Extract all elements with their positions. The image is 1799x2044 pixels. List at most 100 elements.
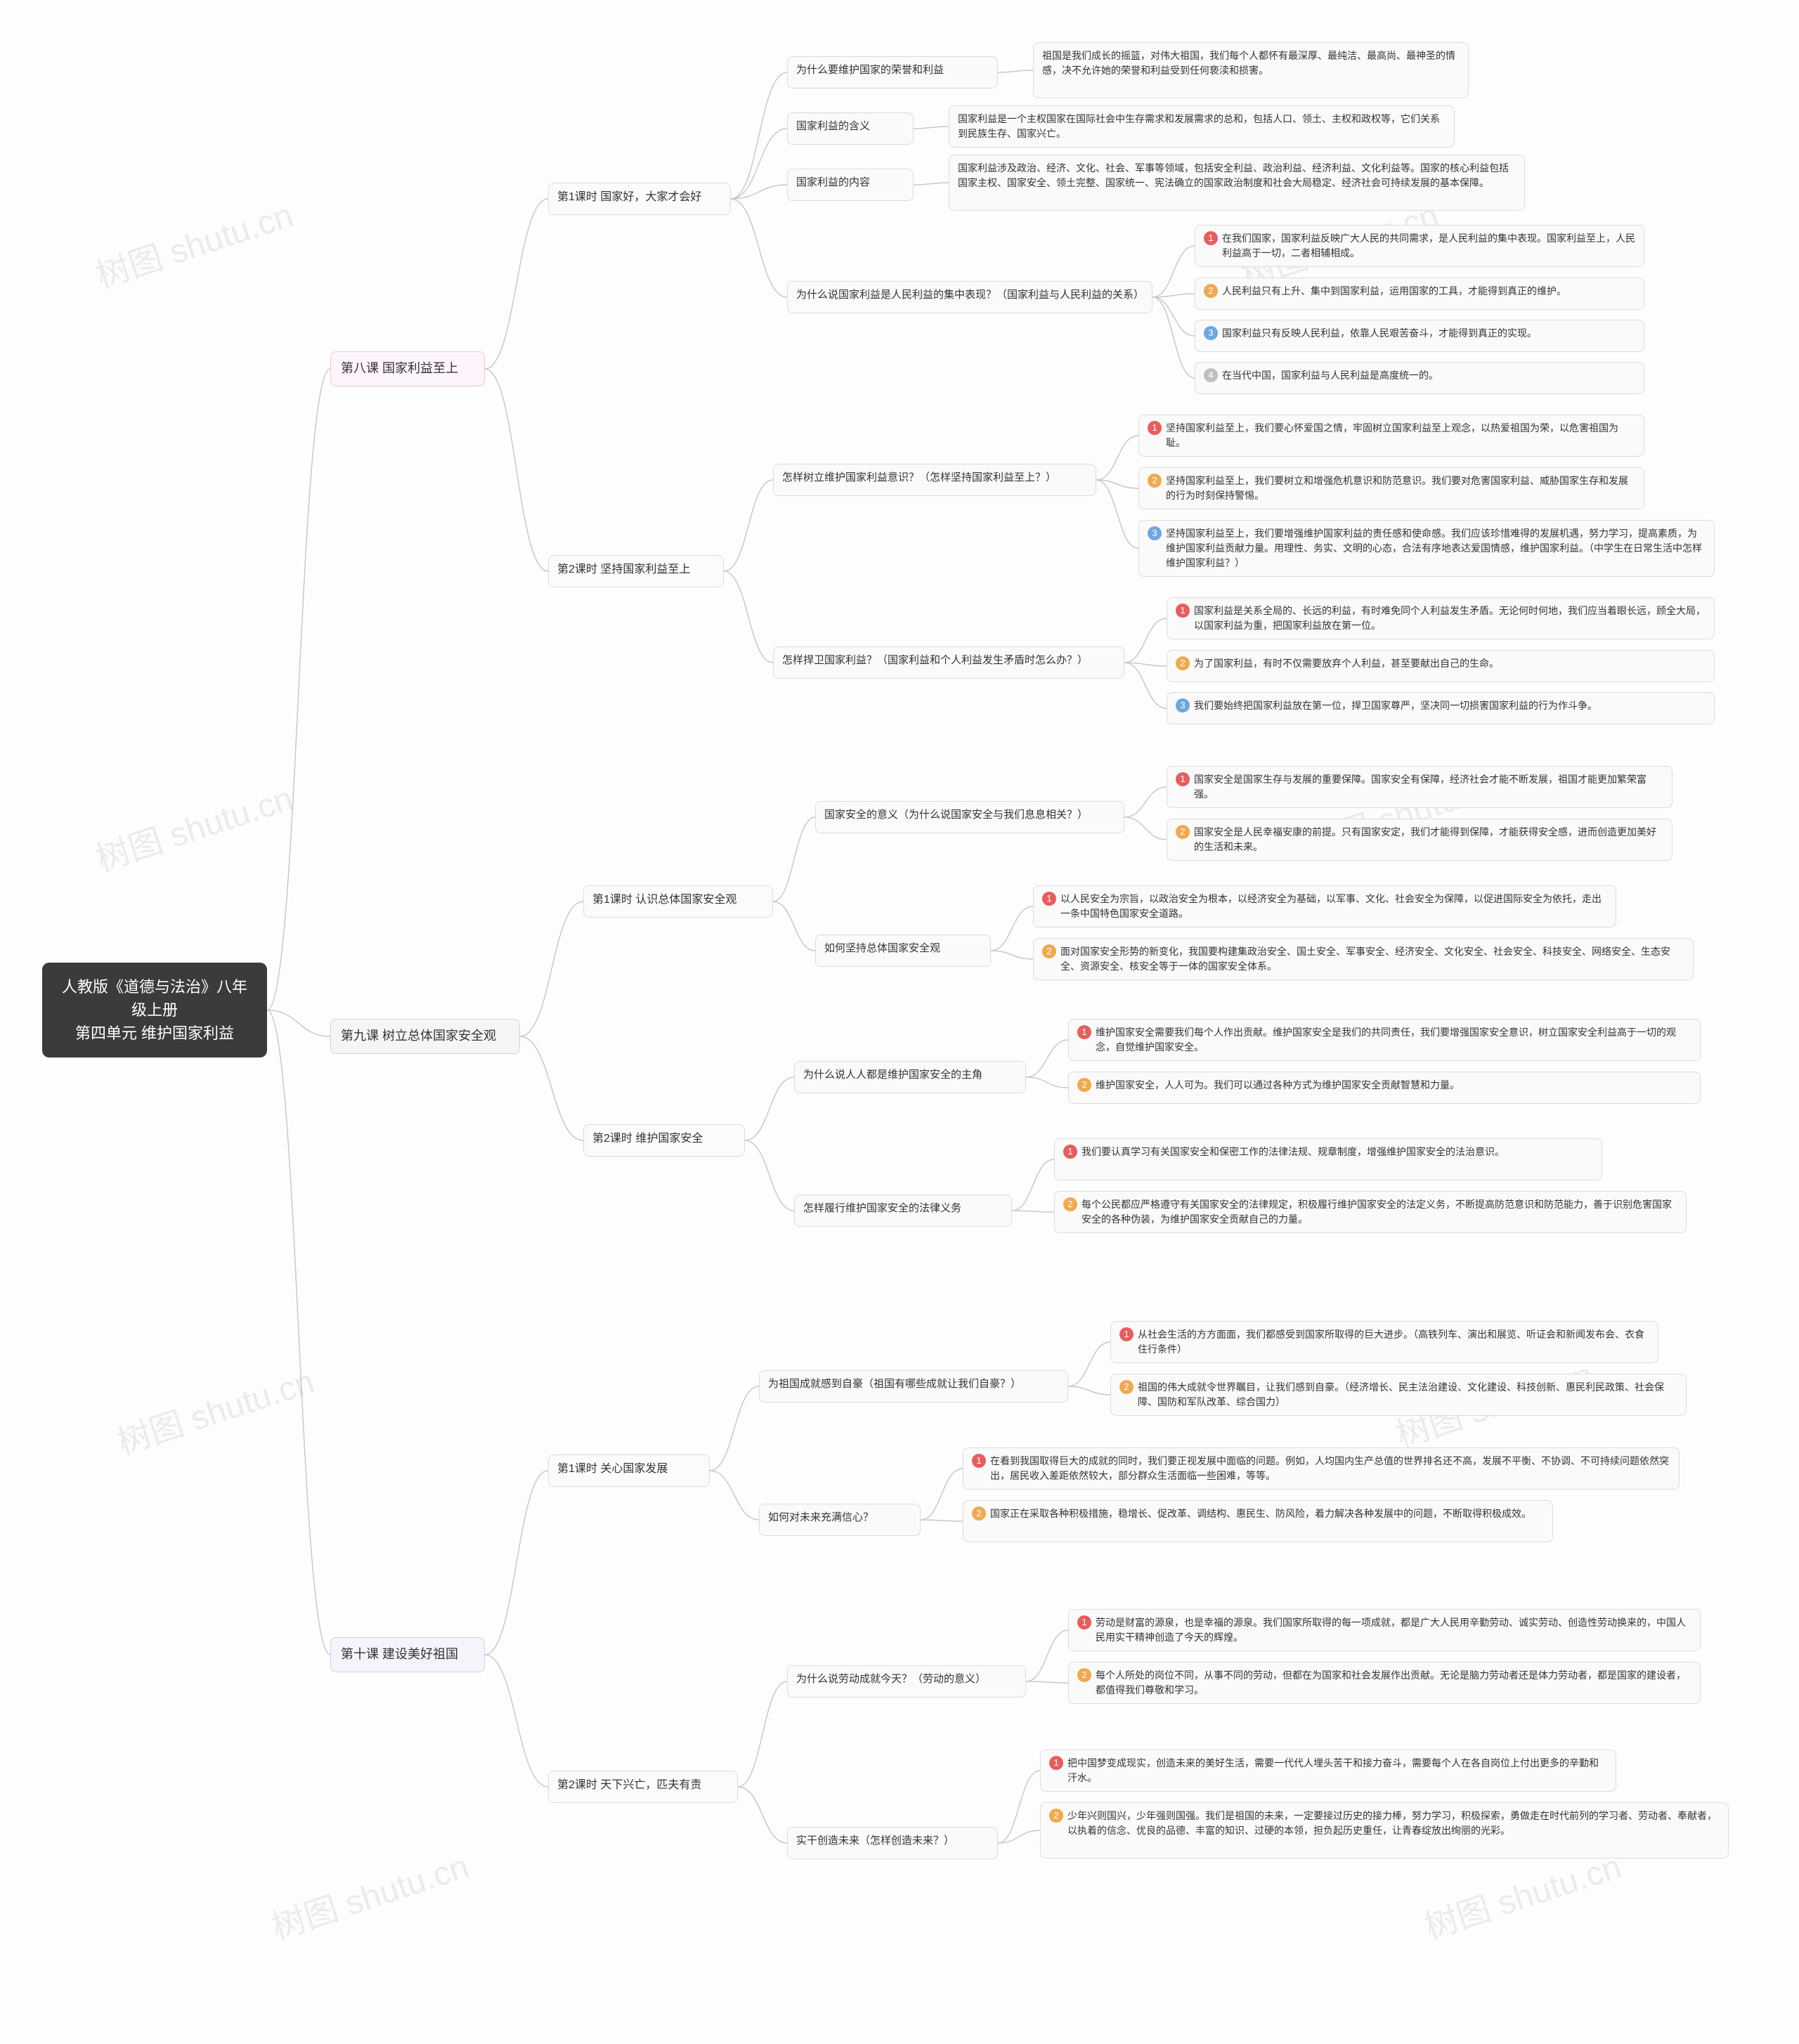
leaf-text: 坚持国家利益至上，我们要增强维护国家利益的责任感和使命感。我们应该珍惜难得的发展… (1166, 526, 1706, 571)
leaf-node: 1 坚持国家利益至上，我们要心怀爱国之情，牢固树立国家利益至上观念，以热爱祖国为荣… (1138, 415, 1644, 457)
topic-node: 国家安全的意义（为什么说国家安全与我们息息相关？） (815, 801, 1124, 833)
number-badge: 2 (1042, 944, 1056, 958)
topic-node: 为什么说劳动成就今天？（劳动的意义） (787, 1665, 1026, 1698)
leaf-node: 1 国家安全是国家生存与发展的重要保障。国家安全有保障，经济社会才能不断发展，祖国… (1167, 766, 1673, 808)
number-badge: 1 (1176, 604, 1190, 618)
leaf-node: 2 人民利益只有上升、集中到国家利益，运用国家的工具，才能得到真正的维护。 (1195, 278, 1644, 310)
number-badge: 4 (1204, 368, 1218, 382)
leaf-node: 1 以人民安全为宗旨，以政治安全为根本，以经济安全为基础，以军事、文化、社会安全为… (1033, 885, 1616, 927)
leaf-node: 1 在看到我国取得巨大的成就的同时，我们要正视发展中面临的问题。例如，人均国内生产… (963, 1447, 1680, 1490)
period-node: 第2课时 坚持国家利益至上 (548, 555, 724, 587)
watermark: 树图 shutu.cn (89, 188, 298, 297)
number-badge: 2 (1204, 284, 1218, 298)
number-badge: 2 (1176, 656, 1190, 670)
number-badge: 2 (1077, 1668, 1091, 1682)
leaf-node: 祖国是我们成长的摇篮，对伟大祖国，我们每个人都怀有最深厚、最纯洁、最高尚、最神圣… (1033, 42, 1469, 98)
leaf-node: 2 每个人所处的岗位不同，从事不同的劳动，但都在为国家和社会发展作出贡献。无论是脑… (1068, 1662, 1701, 1704)
leaf-text: 维护国家安全需要我们每个人作出贡献。维护国家安全是我们的共同责任，我们要增强国家… (1096, 1025, 1691, 1055)
period-node: 第2课时 维护国家安全 (583, 1124, 745, 1157)
leaf-text: 每个人所处的岗位不同，从事不同的劳动，但都在为国家和社会发展作出贡献。无论是脑力… (1096, 1668, 1691, 1698)
number-badge: 2 (1119, 1380, 1134, 1394)
leaf-text: 国家安全是人民幸福安康的前提。只有国家安定，我们才能得到保障，才能获得安全感，进… (1194, 825, 1663, 854)
leaf-node: 2 为了国家利益，有时不仅需要放弃个人利益，甚至要献出自己的生命。 (1167, 650, 1715, 682)
leaf-text: 维护国家安全，人人可为。我们可以通过各种方式为维护国家安全贡献智慧和力量。 (1096, 1078, 1460, 1093)
leaf-node: 2坚持国家利益至上，我们要树立和增强危机意识和防范意识。我们要对危害国家利益、威… (1138, 467, 1644, 509)
leaf-node: 3坚持国家利益至上，我们要增强维护国家利益的责任感和使命感。我们应该珍惜难得的发… (1138, 520, 1715, 577)
leaf-text: 面对国家安全形势的新变化，我国要构建集政治安全、国土安全、军事安全、经济安全、文… (1060, 944, 1684, 974)
leaf-node: 4 在当代中国，国家利益与人民利益是高度统一的。 (1195, 362, 1644, 394)
leaf-node: 1 劳动是财富的源泉，也是幸福的源泉。我们国家所取得的每一项成就，都是广大人民用辛… (1068, 1609, 1701, 1651)
leaf-text: 国家利益只有反映人民利益，依靠人民艰苦奋斗，才能得到真正的实现。 (1222, 326, 1537, 341)
leaf-node: 2 维护国家安全，人人可为。我们可以通过各种方式为维护国家安全贡献智慧和力量。 (1068, 1072, 1701, 1104)
topic-node: 为祖国成就感到自豪（祖国有哪些成就让我们自豪？） (759, 1370, 1068, 1402)
number-badge: 3 (1204, 326, 1218, 340)
number-badge: 1 (1077, 1025, 1091, 1039)
leaf-node: 1 国家利益是关系全局的、长远的利益，有时难免同个人利益发生矛盾。无论何时何地，我… (1167, 597, 1715, 639)
number-badge: 1 (1148, 421, 1162, 435)
leaf-text: 我们要认真学习有关国家安全和保密工作的法律法规、规章制度，增强维护国家安全的法治… (1082, 1145, 1505, 1159)
leaf-text: 国家利益是关系全局的、长远的利益，有时难免同个人利益发生矛盾。无论何时何地，我们… (1194, 604, 1706, 633)
period-node: 第1课时 关心国家发展 (548, 1454, 710, 1487)
leaf-text: 每个公民都应严格遵守有关国家安全的法律规定，积极履行维护国家安全的法定义务，不断… (1082, 1197, 1677, 1227)
topic-node: 如何对未来充满信心？ (759, 1504, 921, 1536)
leaf-node: 1 维护国家安全需要我们每个人作出贡献。维护国家安全是我们的共同责任，我们要增强国… (1068, 1019, 1701, 1061)
root-label: 人教版《道德与法治》八年级上册第四单元 维护国家利益 (56, 975, 253, 1045)
number-badge: 1 (1176, 772, 1190, 786)
leaf-text: 人民利益只有上升、集中到国家利益，运用国家的工具，才能得到真正的维护。 (1222, 284, 1566, 299)
leaf-node: 1 在我们国家，国家利益反映广大人民的共同需求，是人民利益的集中表现。国家利益至上… (1195, 225, 1644, 267)
number-badge: 2 (972, 1506, 986, 1521)
watermark: 树图 shutu.cn (89, 771, 298, 880)
leaf-text: 为了国家利益，有时不仅需要放弃个人利益，甚至要献出自己的生命。 (1194, 656, 1499, 671)
leaf-text: 把中国梦变成现实，创造未来的美好生活，需要一代代人埋头苦干和接力奋斗，需要每个人… (1067, 1756, 1607, 1785)
number-badge: 1 (1042, 892, 1056, 906)
leaf-text: 在我们国家，国家利益反映广大人民的共同需求，是人民利益的集中表现。国家利益至上，… (1222, 231, 1635, 261)
number-badge: 3 (1176, 698, 1190, 712)
lesson-node: 第九课 树立总体国家安全观 (330, 1019, 520, 1054)
lesson-node: 第八课 国家利益至上 (330, 351, 485, 386)
watermark: 树图 shutu.cn (110, 1354, 319, 1464)
leaf-text: 国家安全是国家生存与发展的重要保障。国家安全有保障，经济社会才能不断发展，祖国才… (1194, 772, 1663, 802)
leaf-text: 在当代中国，国家利益与人民利益是高度统一的。 (1222, 368, 1438, 383)
topic-node: 国家利益的内容 (787, 169, 914, 201)
root-node: 人教版《道德与法治》八年级上册第四单元 维护国家利益 (42, 963, 267, 1057)
leaf-node: 2 少年兴则国兴，少年强则国强。我们是祖国的未来，一定要接过历史的接力棒，努力学习… (1040, 1802, 1729, 1859)
topic-node: 为什么要维护国家的荣誉和利益 (787, 56, 998, 89)
leaf-text: 以人民安全为宗旨，以政治安全为根本，以经济安全为基础，以军事、文化、社会安全为保… (1060, 892, 1607, 921)
leaf-text: 少年兴则国兴，少年强则国强。我们是祖国的未来，一定要接过历史的接力棒，努力学习，… (1067, 1809, 1720, 1838)
watermark: 树图 shutu.cn (264, 1839, 474, 1948)
topic-node: 实干创造未来（怎样创造未来？） (787, 1827, 998, 1859)
leaf-text: 劳动是财富的源泉，也是幸福的源泉。我们国家所取得的每一项成就，都是广大人民用辛勤… (1096, 1615, 1691, 1645)
number-badge: 1 (1204, 231, 1218, 245)
number-badge: 2 (1063, 1197, 1077, 1211)
leaf-node: 1从社会生活的方方面面，我们都感受到国家所取得的巨大进步。（高铁列车、演出和展览… (1110, 1321, 1658, 1363)
leaf-node: 2国家安全是人民幸福安康的前提。只有国家安定，我们才能得到保障，才能获得安全感，… (1167, 819, 1673, 861)
leaf-node: 2 每个公民都应严格遵守有关国家安全的法律规定，积极履行维护国家安全的法定义务，不… (1054, 1191, 1687, 1233)
mindmap-canvas: 树图 shutu.cn 树图 shutu.cn 树图 shutu.cn 树图 shut… (0, 0, 1799, 2044)
leaf-node: 3我们要始终把国家利益放在第一位，捍卫国家尊严，坚决同一切损害国家利益的行为作斗… (1167, 692, 1715, 724)
topic-node: 如何坚持总体国家安全观 (815, 935, 991, 967)
number-badge: 1 (1063, 1145, 1077, 1159)
leaf-text: 在看到我国取得巨大的成就的同时，我们要正视发展中面临的问题。例如，人均国内生产总… (990, 1454, 1670, 1483)
topic-node: 怎样履行维护国家安全的法律义务 (794, 1194, 1012, 1227)
period-node: 第1课时 认识总体国家安全观 (583, 885, 773, 918)
leaf-node: 1 把中国梦变成现实，创造未来的美好生活，需要一代代人埋头苦干和接力奋斗，需要每个… (1040, 1750, 1616, 1792)
topic-node: 怎样树立维护国家利益意识？（怎样坚持国家利益至上？） (773, 464, 1096, 496)
lesson-node: 第十课 建设美好祖国 (330, 1637, 485, 1672)
topic-node: 怎样捍卫国家利益？（国家利益和个人利益发生矛盾时怎么办？） (773, 646, 1124, 679)
topic-node: 为什么说国家利益是人民利益的集中表现？（国家利益与人民利益的关系） (787, 281, 1152, 313)
topic-node: 国家利益的含义 (787, 112, 914, 145)
number-badge: 2 (1077, 1078, 1091, 1092)
period-node: 第1课时 国家好，大家才会好 (548, 183, 731, 215)
leaf-node: 2 面对国家安全形势的新变化，我国要构建集政治安全、国土安全、军事安全、经济安全、… (1033, 938, 1694, 980)
period-node: 第2课时 天下兴亡，匹夫有责 (548, 1771, 738, 1803)
number-badge: 2 (1049, 1809, 1063, 1823)
number-badge: 1 (1049, 1756, 1063, 1770)
leaf-node: 3 国家利益只有反映人民利益，依靠人民艰苦奋斗，才能得到真正的实现。 (1195, 320, 1644, 352)
number-badge: 1 (972, 1454, 986, 1468)
leaf-text: 坚持国家利益至上，我们要心怀爱国之情，牢固树立国家利益至上观念，以热爱祖国为荣，… (1166, 421, 1635, 450)
leaf-node: 2国家正在采取各种积极措施，稳增长、促改革、调结构、惠民生、防风险，着力解决各种… (963, 1500, 1553, 1542)
number-badge: 1 (1077, 1615, 1091, 1629)
leaf-node: 国家利益是一个主权国家在国际社会中生存需求和发展需求的总和，包括人口、领土、主权… (949, 105, 1455, 148)
leaf-node: 国家利益涉及政治、经济、文化、社会、军事等领域，包括安全利益、政治利益、经济利益… (949, 155, 1525, 211)
leaf-text: 祖国的伟大成就令世界瞩目，让我们感到自豪。（经济增长、民主法治建设、文化建设、科… (1138, 1380, 1677, 1410)
